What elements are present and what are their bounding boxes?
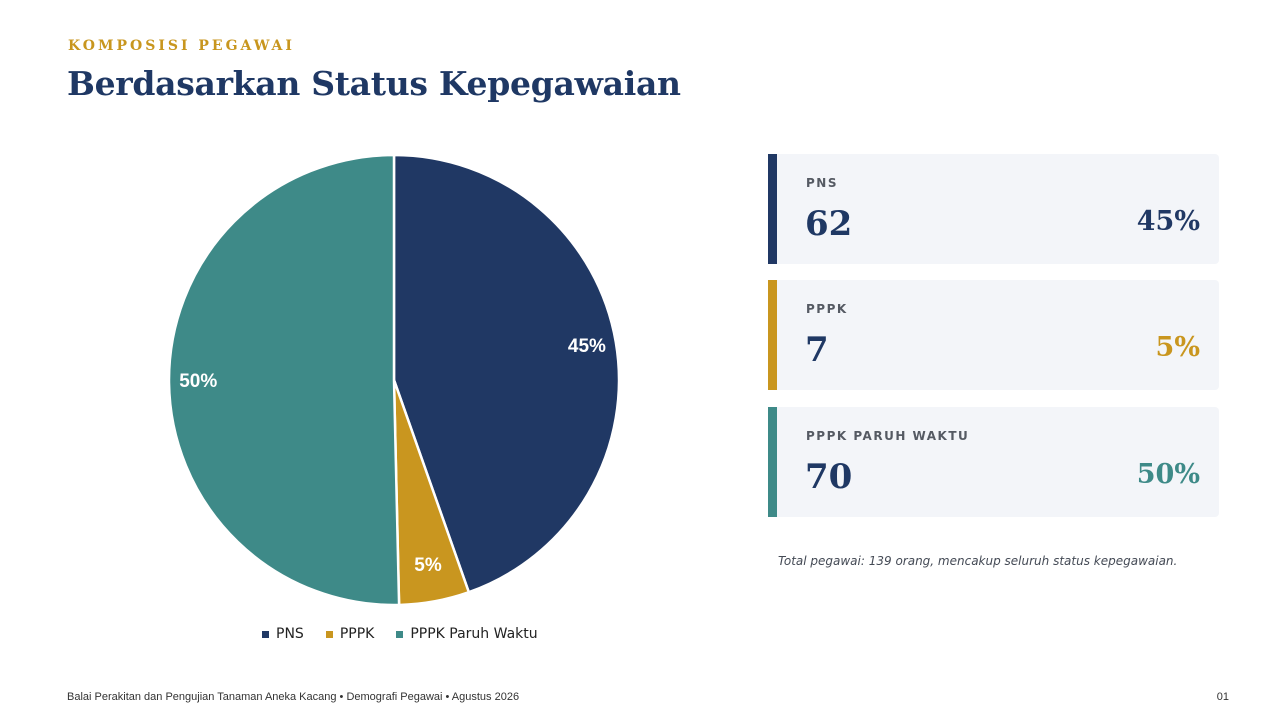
card-percent: 50% — [1136, 459, 1200, 490]
pie-chart: 45% 5% 50% — [167, 153, 621, 607]
legend-swatch-pppk-paruh-waktu — [396, 630, 404, 638]
total-note: Total pegawai: 139 orang, mencakup selur… — [778, 554, 1178, 568]
chart-legend: PNS PPPK PPPK Paruh Waktu — [262, 626, 538, 642]
legend-swatch-pns — [262, 630, 269, 638]
card-percent: 45% — [1136, 206, 1200, 237]
pie-slice-pppk-paruh-waktu — [167, 153, 401, 607]
pie-data-label-pns: 45% — [568, 336, 606, 357]
pie-data-label-pppk: 5% — [414, 555, 442, 576]
card-label: PPPK — [806, 302, 848, 316]
section-eyebrow: KOMPOSISI PEGAWAI — [68, 38, 295, 54]
legend-item-pppk: PPPK — [325, 626, 375, 642]
pie-slice-pns — [392, 153, 621, 594]
card-label: PPPK PARUH WAKTU — [806, 429, 970, 443]
page-number: 01 — [1216, 691, 1229, 703]
legend-item-pns: PNS — [262, 626, 304, 642]
card-accent-bar — [768, 407, 777, 517]
legend-item-pppk-paruh-waktu: PPPK Paruh Waktu — [396, 626, 538, 642]
card-accent-bar — [768, 280, 777, 390]
footer-text: Balai Perakitan dan Pengujian Tanaman An… — [67, 691, 520, 703]
pie-data-label-pppk-paruh-waktu: 50% — [179, 371, 217, 392]
card-count: 7 — [805, 330, 829, 370]
stat-card-pns: PNS 62 45% — [768, 154, 1219, 264]
card-accent-bar — [768, 154, 777, 264]
stat-card-pppk-paruh-waktu: PPPK PARUH WAKTU 70 50% — [768, 407, 1219, 517]
card-percent: 5% — [1155, 332, 1200, 363]
legend-swatch-pppk — [325, 630, 333, 638]
card-count: 62 — [805, 204, 853, 244]
stat-card-pppk: PPPK 7 5% — [768, 280, 1219, 390]
card-label: PNS — [806, 176, 838, 190]
legend-label-pppk: PPPK — [339, 626, 375, 642]
card-count: 70 — [805, 457, 853, 497]
page-title: Berdasarkan Status Kepegawaian — [67, 64, 681, 103]
legend-label-pppk-paruh-waktu: PPPK Paruh Waktu — [410, 626, 538, 642]
legend-label-pns: PNS — [276, 626, 304, 642]
